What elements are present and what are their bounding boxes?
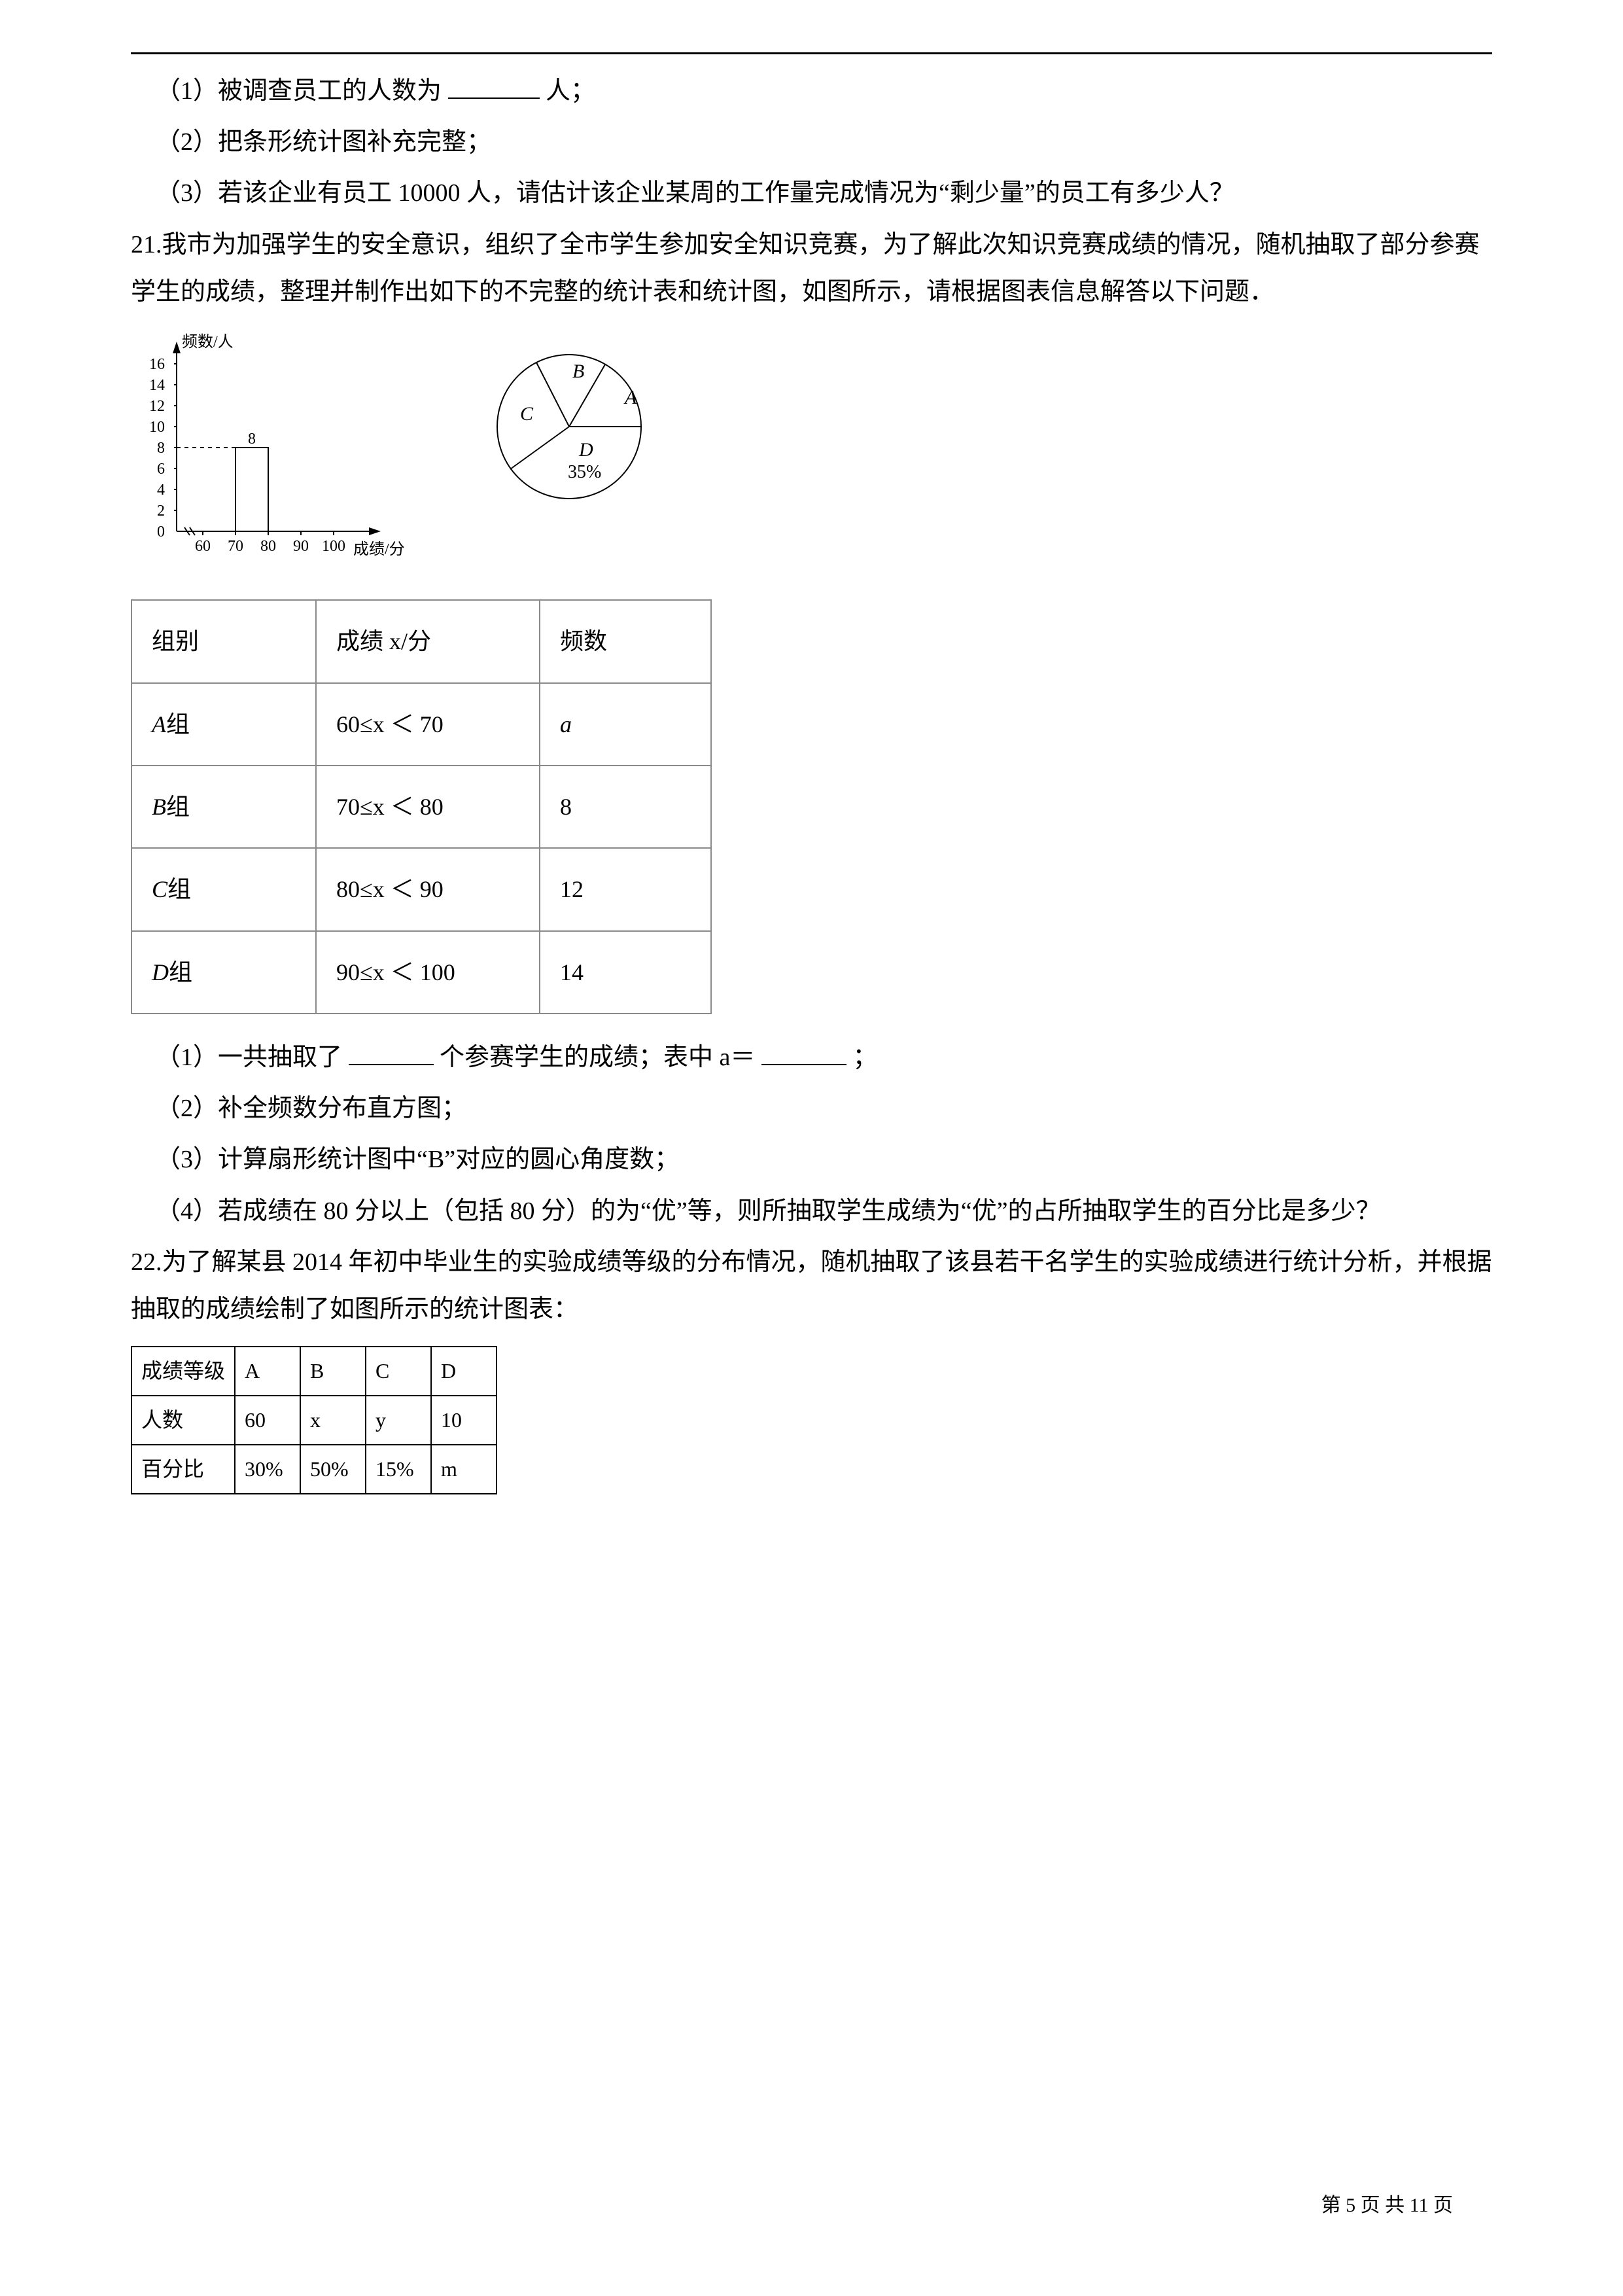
q20-part1: （1）被调查员工的人数为 人； (131, 67, 1492, 115)
table-row: C组 80≤x ＜ 90 12 (131, 848, 711, 930)
cell-range: 90≤x ＜ 100 (316, 931, 540, 1014)
q21-p1c: ； (852, 1044, 877, 1071)
y-axis-label: 频数/人 (182, 333, 234, 351)
pie-d-percent: 35% (568, 462, 601, 482)
cell-range: 60≤x ＜ 70 (316, 683, 540, 766)
xtick-100: 100 (322, 538, 345, 555)
cell-group: A组 (131, 683, 316, 766)
cell: m (431, 1445, 497, 1494)
q21-diagrams: 频数/人 0 2 4 6 8 10 12 14 16 (131, 328, 1492, 580)
table-row: B组 70≤x ＜ 80 8 (131, 766, 711, 848)
q21-intro: 21.我市为加强学生的安全意识，组织了全市学生参加安全知识竞赛，为了解此次知识竞… (131, 221, 1492, 315)
th-range: 成绩 x/分 (316, 600, 540, 682)
page-footer: 第 5 页 共 11 页 (1321, 2187, 1453, 2224)
table-row: 组别 成绩 x/分 频数 (131, 600, 711, 682)
bar-b (236, 448, 268, 531)
q21-pie-svg: A B C D 35% (484, 328, 667, 512)
ytick-10: 10 (149, 419, 165, 436)
th-freq: 频数 (540, 600, 711, 682)
q21-p1a: （1）一共抽取了 (156, 1044, 342, 1071)
q21-p1b: 个参赛学生的成绩；表中 a＝ (440, 1044, 755, 1071)
q22-intro: 22.为了解某县 2014 年初中毕业生的实验成绩等级的分布情况，随机抽取了该县… (131, 1239, 1492, 1333)
xtick-70: 70 (228, 538, 243, 555)
cell: 人数 (131, 1396, 235, 1445)
pie-label-a: A (623, 387, 637, 408)
cell-freq: 12 (540, 848, 711, 930)
cell: x (300, 1396, 366, 1445)
table-row: 成绩等级 A B C D (131, 1347, 497, 1396)
bar-b-label: 8 (248, 431, 256, 448)
q21-bar-chart-svg: 频数/人 0 2 4 6 8 10 12 14 16 (131, 328, 406, 564)
q21-table: 组别 成绩 x/分 频数 A组 60≤x ＜ 70 a B组 70≤x ＜ 80… (131, 599, 712, 1014)
q21-part1: （1）一共抽取了 个参赛学生的成绩；表中 a＝ ； (131, 1034, 1492, 1081)
y-axis-arrow (173, 342, 181, 353)
cell: 15% (366, 1445, 431, 1494)
footer-right: 页 (1433, 2195, 1453, 2216)
q21-part2: （2）补全频数分布直方图； (131, 1085, 1492, 1132)
footer-mid: 页 共 (1361, 2195, 1405, 2216)
cell: 50% (300, 1445, 366, 1494)
table-row: D组 90≤x ＜ 100 14 (131, 931, 711, 1014)
q21-part3: （3）计算扇形统计图中“B”对应的圆心角度数； (131, 1136, 1492, 1183)
q20-part1-text: （1）被调查员工的人数为 (156, 77, 442, 105)
q21-pie-chart: A B C D 35% (484, 328, 667, 527)
ytick-14: 14 (149, 377, 165, 394)
cell-group: D组 (131, 931, 316, 1014)
ytick-6: 6 (157, 461, 165, 478)
cell-range: 70≤x ＜ 80 (316, 766, 540, 848)
x-axis-label: 成绩/分 (353, 540, 405, 558)
top-rule (131, 52, 1492, 54)
th-range-txt: 成绩 x/分 (336, 628, 431, 654)
cell: 60 (235, 1396, 300, 1445)
q20-part2: （2）把条形统计图补充完整； (131, 118, 1492, 166)
y-ticks: 0 2 4 6 8 10 12 14 16 (149, 356, 177, 540)
ytick-16: 16 (149, 356, 165, 373)
xtick-80: 80 (260, 538, 276, 555)
x-axis-arrow (369, 527, 381, 535)
q22-table: 成绩等级 A B C D 人数 60 x y 10 百分比 30% 50% 15… (131, 1346, 497, 1494)
cell: y (366, 1396, 431, 1445)
q20-blank-1[interactable] (448, 73, 540, 99)
ytick-8: 8 (157, 440, 165, 457)
q20-part1-tail: 人； (546, 77, 595, 105)
cell-freq: 14 (540, 931, 711, 1014)
q21-blank-2[interactable] (761, 1039, 846, 1065)
cell: 10 (431, 1396, 497, 1445)
xtick-90: 90 (293, 538, 309, 555)
q21-blank-1[interactable] (349, 1039, 434, 1065)
ytick-12: 12 (149, 398, 165, 415)
pie-label-b: B (572, 361, 584, 382)
q20-part3: （3）若该企业有员工 10000 人，请估计该企业某周的工作量完成情况为“剩少量… (131, 169, 1492, 217)
xtick-60: 60 (195, 538, 211, 555)
cell-range: 80≤x ＜ 90 (316, 848, 540, 930)
pie-label-d: D (578, 439, 593, 461)
x-ticks: 60 70 80 90 100 (195, 531, 345, 555)
footer-left: 第 (1321, 2195, 1341, 2216)
footer-page: 5 (1346, 2195, 1355, 2216)
table-row: 百分比 30% 50% 15% m (131, 1445, 497, 1494)
ytick-4: 4 (157, 482, 165, 499)
cell: C (366, 1347, 431, 1396)
cell: 成绩等级 (131, 1347, 235, 1396)
cell-group: C组 (131, 848, 316, 930)
ytick-2: 2 (157, 503, 165, 520)
pie-label-c: C (520, 403, 534, 425)
cell-freq: 8 (540, 766, 711, 848)
cell-group: B组 (131, 766, 316, 848)
cell: B (300, 1347, 366, 1396)
cell: 30% (235, 1445, 300, 1494)
page: （1）被调查员工的人数为 人； （2）把条形统计图补充完整； （3）若该企业有员… (0, 0, 1623, 2296)
cell-freq: a (540, 683, 711, 766)
table-row: 人数 60 x y 10 (131, 1396, 497, 1445)
q21-bar-chart: 频数/人 0 2 4 6 8 10 12 14 16 (131, 328, 406, 580)
cell: 百分比 (131, 1445, 235, 1494)
cell-a-freq: a (560, 711, 572, 737)
cell: D (431, 1347, 497, 1396)
q21-part4: （4）若成绩在 80 分以上（包括 80 分）的为“优”等，则所抽取学生成绩为“… (131, 1188, 1492, 1235)
ytick-0: 0 (157, 523, 165, 540)
cell: A (235, 1347, 300, 1396)
footer-total: 11 (1410, 2195, 1429, 2216)
table-row: A组 60≤x ＜ 70 a (131, 683, 711, 766)
th-group: 组别 (131, 600, 316, 682)
